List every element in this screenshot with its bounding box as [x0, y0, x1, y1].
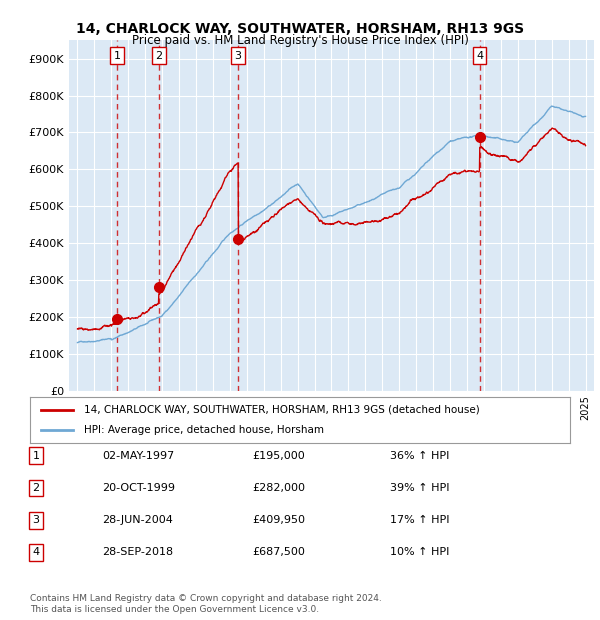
- Text: 2: 2: [32, 483, 40, 493]
- Text: £409,950: £409,950: [252, 515, 305, 525]
- Text: 20-OCT-1999: 20-OCT-1999: [102, 483, 175, 493]
- Text: 4: 4: [476, 51, 483, 61]
- Text: £195,000: £195,000: [252, 451, 305, 461]
- Text: 3: 3: [235, 51, 242, 61]
- Text: HPI: Average price, detached house, Horsham: HPI: Average price, detached house, Hors…: [84, 425, 324, 435]
- Text: 3: 3: [32, 515, 40, 525]
- Text: 28-SEP-2018: 28-SEP-2018: [102, 547, 173, 557]
- Text: £687,500: £687,500: [252, 547, 305, 557]
- Text: 39% ↑ HPI: 39% ↑ HPI: [390, 483, 449, 493]
- Text: 2: 2: [155, 51, 163, 61]
- Text: 10% ↑ HPI: 10% ↑ HPI: [390, 547, 449, 557]
- Text: 02-MAY-1997: 02-MAY-1997: [102, 451, 174, 461]
- Text: Contains HM Land Registry data © Crown copyright and database right 2024.
This d: Contains HM Land Registry data © Crown c…: [30, 595, 382, 614]
- Text: Price paid vs. HM Land Registry's House Price Index (HPI): Price paid vs. HM Land Registry's House …: [131, 34, 469, 47]
- Text: 1: 1: [32, 451, 40, 461]
- Text: 4: 4: [32, 547, 40, 557]
- Text: 1: 1: [113, 51, 121, 61]
- Text: 14, CHARLOCK WAY, SOUTHWATER, HORSHAM, RH13 9GS (detached house): 14, CHARLOCK WAY, SOUTHWATER, HORSHAM, R…: [84, 405, 480, 415]
- Text: 28-JUN-2004: 28-JUN-2004: [102, 515, 173, 525]
- Text: 14, CHARLOCK WAY, SOUTHWATER, HORSHAM, RH13 9GS: 14, CHARLOCK WAY, SOUTHWATER, HORSHAM, R…: [76, 22, 524, 36]
- Text: £282,000: £282,000: [252, 483, 305, 493]
- Text: 36% ↑ HPI: 36% ↑ HPI: [390, 451, 449, 461]
- Text: 17% ↑ HPI: 17% ↑ HPI: [390, 515, 449, 525]
